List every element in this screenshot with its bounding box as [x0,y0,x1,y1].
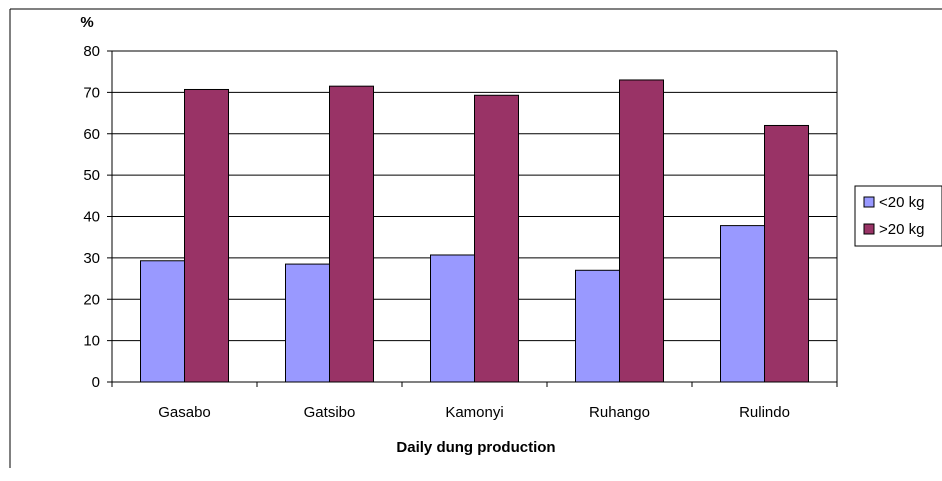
legend-box [854,185,942,247]
y-tick-label: 30 [83,250,100,267]
x-tick-label: Gasabo [158,404,211,421]
bar [474,94,519,383]
y-tick-label: 80 [83,43,100,60]
legend-label: <20 kg [879,194,924,211]
x-axis-title: Daily dung production [396,439,555,456]
legend-swatch [863,196,875,208]
y-tick-label: 10 [83,333,100,350]
y-axis-title: % [80,14,93,31]
x-tick-label: Gatsibo [304,404,356,421]
bar [184,88,229,383]
x-tick-label: Ruhango [589,404,650,421]
bar [329,85,374,383]
bar [764,124,809,383]
bar [430,254,475,383]
bar [285,263,330,383]
bar [619,79,664,383]
tick-labels: 0 10 20 30 40 50 60 70 80 Gasabo Gatsibo Kamonyi Ruh… [83,43,790,421]
y-tick-label: 70 [83,84,100,101]
legend-swatch [863,223,875,235]
x-tick-label: Rulindo [739,404,790,421]
bar [720,225,765,383]
bar [140,260,185,383]
legend-label: >20 kg [879,221,924,238]
x-tick-label: Kamonyi [445,404,503,421]
axes [107,50,838,387]
y-tick-label: 50 [83,167,100,184]
y-tick-label: 60 [83,126,100,143]
legend: <20 kg >20 kg [854,185,942,247]
y-tick-label: 0 [92,374,100,391]
y-tick-label: 20 [83,291,100,308]
y-tick-label: 40 [83,209,100,226]
bar [575,269,620,383]
bars [140,79,809,383]
